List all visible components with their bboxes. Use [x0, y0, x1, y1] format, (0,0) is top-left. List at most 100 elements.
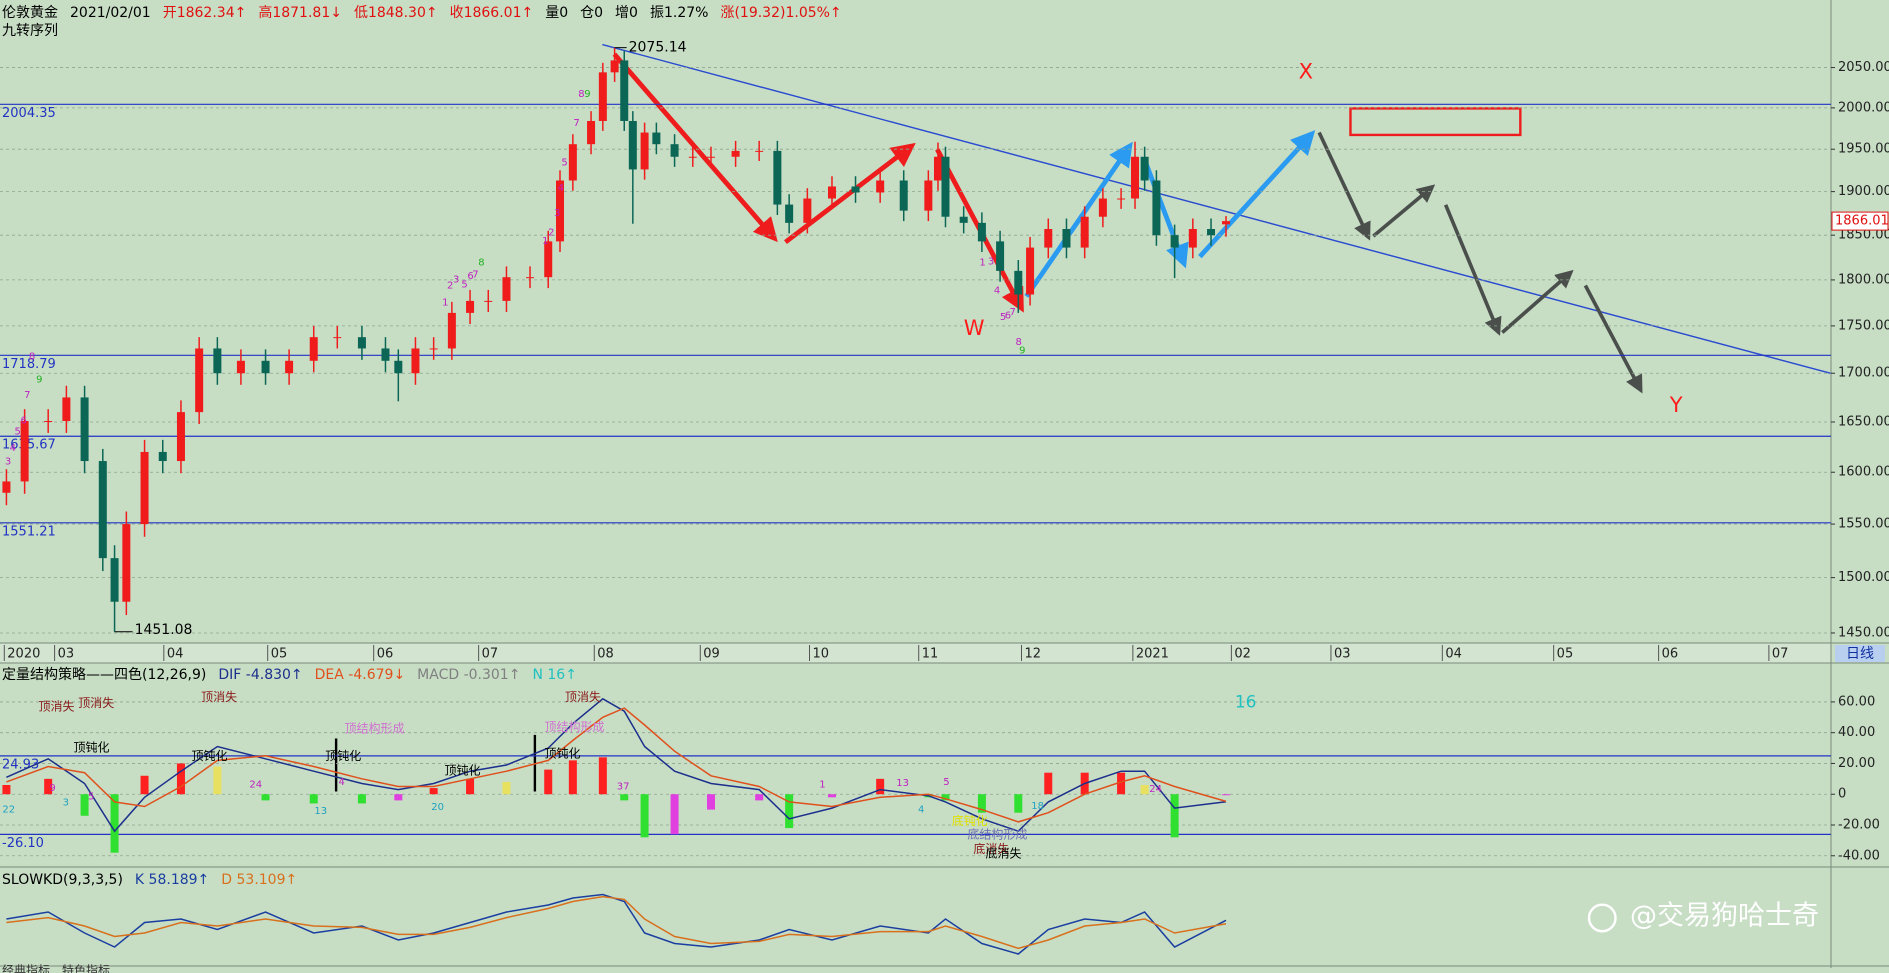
high-label: 2075.14: [629, 40, 687, 56]
macd-bar: [670, 794, 679, 835]
macd-bar: [706, 794, 715, 810]
signal-label: 20: [431, 802, 444, 813]
candle-body: [620, 60, 629, 121]
candle-body: [933, 156, 942, 181]
td-count: 6: [1005, 311, 1011, 322]
y-tick-label: 20.00: [1838, 756, 1875, 771]
level-label: 1635.67: [2, 438, 56, 453]
macd-bar: [429, 788, 438, 795]
trend-line: [602, 43, 1832, 375]
x-tick-label: 2021: [1136, 647, 1169, 662]
x-tick-label: 03: [58, 647, 75, 662]
candle-body: [1026, 247, 1035, 295]
header-text: 量0: [545, 5, 568, 21]
legend-note: N 16↑: [532, 667, 576, 683]
candle-body: [484, 300, 493, 302]
candle-body: [1131, 156, 1140, 199]
td-count: 7: [24, 390, 30, 401]
signal-label: 16: [1235, 692, 1257, 712]
header-text: 振1.27%: [650, 5, 708, 21]
signal-label: 顶消失: [39, 699, 75, 714]
macd-bar: [502, 781, 511, 795]
macd-bar: [755, 794, 764, 801]
signal-label: 4: [339, 777, 345, 788]
kd-line: [6, 895, 1227, 950]
candle-body: [876, 180, 885, 193]
x-tick-label: 05: [271, 647, 288, 662]
candle-body: [261, 360, 270, 374]
y-tick-label: 1750.00: [1838, 318, 1889, 333]
signal-label: 1: [819, 779, 825, 790]
candle-body: [610, 60, 619, 73]
candle-body: [20, 420, 29, 482]
macd-bar: [176, 763, 185, 795]
candle-body: [640, 132, 649, 170]
date-axis-strip: [0, 643, 1831, 663]
y-tick-label: 1950.00: [1838, 142, 1889, 157]
td-count: 2: [548, 228, 554, 239]
signal-label: 底结构形成: [967, 826, 1027, 841]
candle-body: [827, 186, 836, 199]
signal-label: 18: [1031, 801, 1044, 812]
level-label: -26.10: [2, 836, 44, 851]
signal-label: 37: [617, 782, 630, 793]
signal-label: 5: [943, 777, 949, 788]
macd-bar: [876, 778, 885, 795]
candle-body: [706, 156, 715, 158]
candle-body: [556, 180, 565, 242]
tab[interactable]: 特色指标: [62, 963, 110, 973]
x-tick-label: 12: [1025, 647, 1042, 662]
candle-body: [959, 216, 968, 223]
signal-label: 9: [49, 783, 55, 794]
y-tick-label: 1900.00: [1838, 184, 1889, 199]
y-tick-label: 1700.00: [1838, 366, 1889, 381]
signal-label: 顶消失: [565, 689, 601, 704]
candle-body: [526, 277, 535, 279]
td-count: 4: [10, 443, 16, 454]
candle-body: [333, 337, 342, 339]
header-text: 2021/02/01: [70, 5, 151, 21]
td-count: 5: [1000, 312, 1006, 323]
tab[interactable]: 经典指标: [2, 963, 50, 973]
candle-body: [447, 312, 456, 349]
macd-bar: [80, 794, 89, 816]
header-text: 伦敦黄金: [2, 4, 58, 21]
candle-body: [670, 144, 679, 157]
signal-label: 顶钝化: [325, 749, 361, 763]
panel-title: SLOWKD(9,3,3,5): [2, 872, 123, 888]
watermark: @交易狗哈士奇: [1630, 901, 1819, 932]
x-tick-label: 03: [1334, 647, 1351, 662]
signal-label: 底消失: [973, 841, 1009, 856]
candle-body: [44, 420, 53, 422]
td-count: 7: [472, 270, 478, 281]
header-text: 涨(19.32)1.05%↑: [720, 5, 841, 21]
y-tick-label: 2050.00: [1838, 60, 1889, 75]
signal-label: 顶钝化: [73, 741, 109, 755]
level-label: 24.93: [2, 757, 39, 772]
td-count: 8: [478, 258, 484, 269]
macd-bar: [466, 778, 475, 795]
macd-bar: [640, 794, 649, 838]
candle-body: [1207, 229, 1216, 236]
candle-body: [195, 348, 204, 413]
td-count: 3: [5, 456, 11, 467]
td-count: 9: [36, 374, 42, 385]
signal-label: 顶消失: [201, 689, 237, 704]
candle-body: [285, 360, 294, 374]
candle-body: [598, 72, 607, 121]
td-count: 5: [14, 426, 20, 437]
candle-body: [1080, 216, 1089, 248]
y-tick-label: 1550.00: [1838, 517, 1889, 532]
candle-body: [587, 120, 596, 145]
signal-label: 顶钝化: [545, 747, 581, 761]
y-tick-label: 1850.00: [1838, 228, 1889, 243]
td-count: 7: [1010, 307, 1016, 318]
signal-label: 22: [2, 805, 15, 816]
candle-body: [466, 300, 475, 313]
y-tick-label: 1500.00: [1838, 570, 1889, 585]
td-count: 4: [994, 285, 1000, 296]
candle-body: [628, 120, 637, 170]
macd-line: [6, 707, 1227, 823]
legend-entry: DIF -4.830↑: [218, 667, 302, 683]
grey-arrows: [1317, 131, 1643, 394]
